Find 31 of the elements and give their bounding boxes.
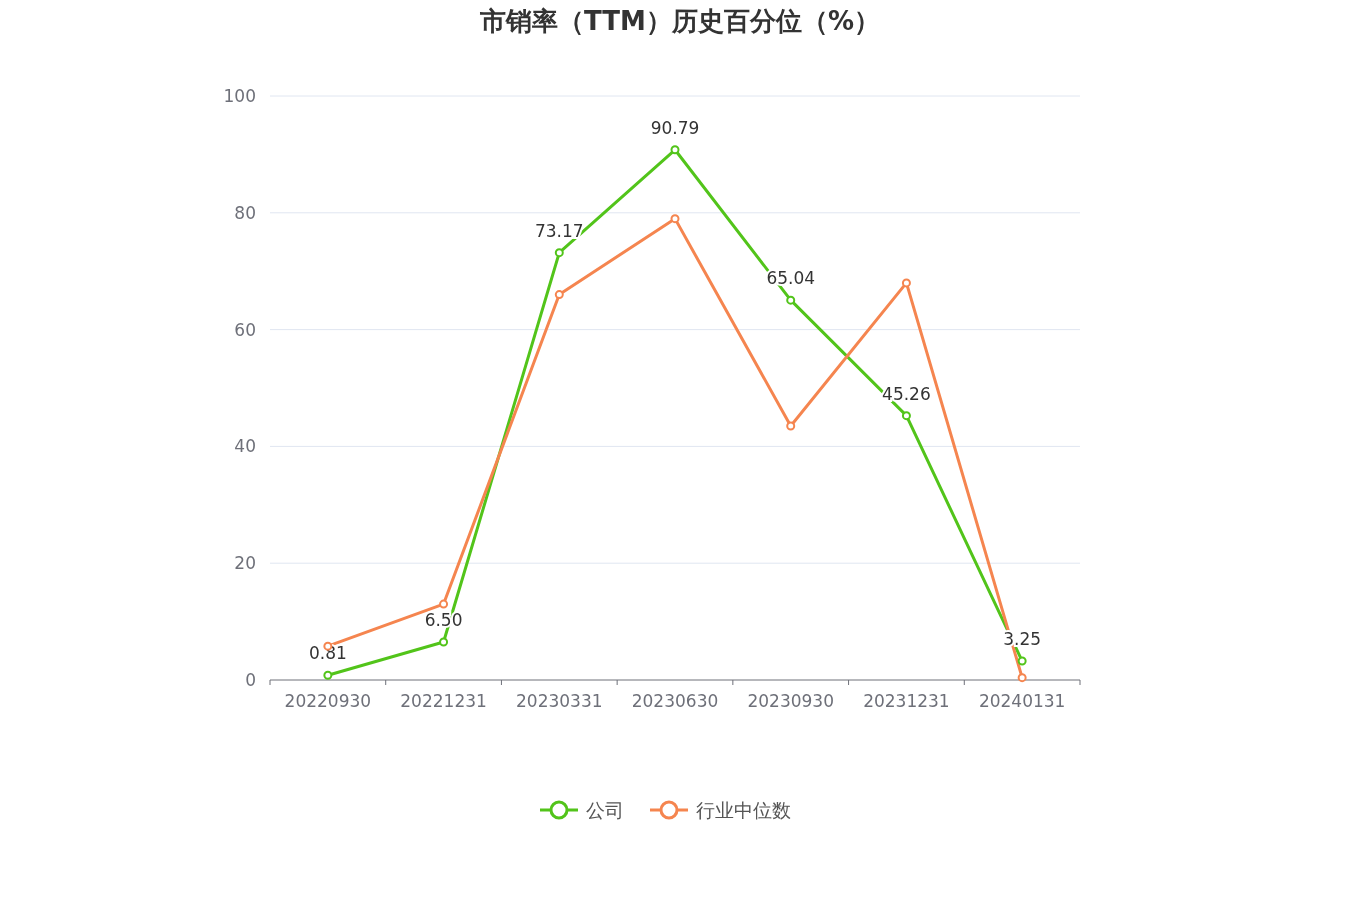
- x-tick-label: 20240131: [978, 691, 1066, 711]
- x-tick-label: 20230930: [747, 691, 834, 711]
- point: [1017, 656, 1027, 666]
- point: [670, 214, 680, 224]
- point: [786, 295, 796, 305]
- point: [1017, 673, 1027, 683]
- point: [901, 411, 911, 421]
- x-tick-label: 20220930: [284, 691, 372, 711]
- y-tick-label: 100: [223, 86, 256, 106]
- x-tick-label: 20230630: [631, 691, 719, 711]
- point: [554, 290, 564, 300]
- y-tick-label: 0: [245, 670, 256, 690]
- point: [670, 145, 680, 155]
- y-tick-label: 20: [234, 553, 256, 574]
- point: [786, 421, 796, 431]
- x-tick-label: 20221231: [400, 691, 487, 711]
- legend-label: 公司: [586, 799, 624, 821]
- chart-title: 市销率（TTM）历史百分位（%）: [479, 6, 880, 36]
- point: [901, 278, 911, 288]
- point: [323, 670, 333, 680]
- y-tick-label: 60: [234, 319, 256, 340]
- x-tick-label: 20231231: [863, 691, 950, 711]
- point: [439, 599, 449, 609]
- y-tick-label: 80: [234, 202, 256, 223]
- point: [439, 637, 449, 647]
- data-label: 73.17: [534, 220, 584, 241]
- data-label: 90.79: [650, 117, 700, 138]
- legend-label: 行业中位数: [696, 799, 791, 821]
- point: [554, 248, 564, 258]
- x-tick-label: 20230331: [516, 691, 603, 711]
- y-tick-label: 40: [234, 436, 256, 457]
